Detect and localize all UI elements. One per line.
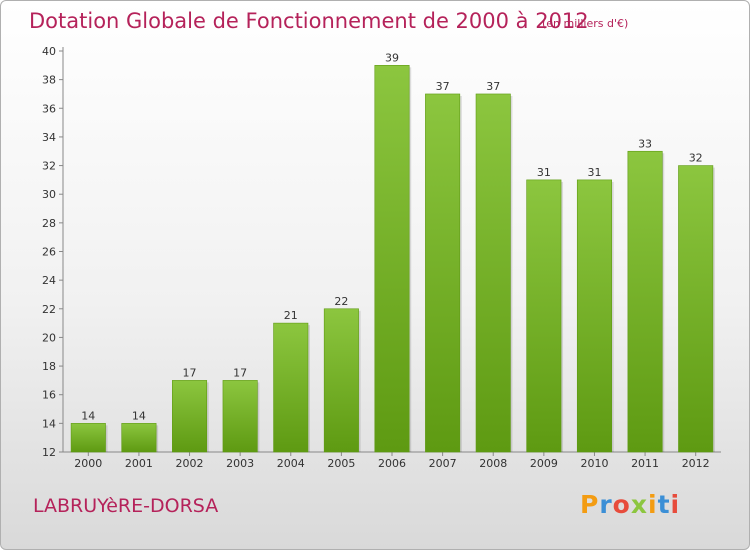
- y-tick-label: 36: [42, 102, 56, 115]
- value-label: 31: [587, 166, 601, 179]
- x-tick-label: 2005: [327, 457, 355, 470]
- logo-letter: i: [648, 490, 658, 519]
- logo-letter: x: [630, 490, 648, 519]
- y-tick-label: 32: [42, 160, 56, 173]
- logo-letter: P: [580, 490, 600, 519]
- bar-2010: [576, 179, 612, 453]
- bar-2008: [475, 93, 511, 453]
- value-label: 37: [436, 80, 450, 93]
- bar-2000: [70, 423, 106, 453]
- logo-letter: i: [670, 490, 681, 519]
- x-tick-label: 2012: [682, 457, 710, 470]
- value-label: 39: [385, 51, 399, 64]
- logo-letter: r: [599, 490, 613, 519]
- y-tick-label: 22: [42, 303, 56, 316]
- value-label: 14: [132, 409, 146, 422]
- chart-bars: [70, 65, 715, 453]
- y-tick-label: 16: [42, 389, 56, 402]
- bar-2012: [678, 165, 714, 453]
- x-tick-label: 2002: [176, 457, 204, 470]
- y-tick-label: 38: [42, 74, 56, 87]
- y-tick-label: 14: [42, 417, 56, 430]
- bar-2001: [121, 423, 157, 453]
- value-label: 17: [233, 366, 247, 379]
- x-tick-label: 2004: [277, 457, 305, 470]
- logo-letter: o: [612, 490, 631, 519]
- x-tick-label: 2009: [530, 457, 558, 470]
- value-label: 22: [334, 295, 348, 308]
- y-tick-label: 24: [42, 274, 56, 287]
- value-label: 21: [284, 309, 298, 322]
- x-tick-label: 2007: [429, 457, 457, 470]
- y-tick-label: 18: [42, 360, 56, 373]
- bar-2006: [374, 65, 410, 453]
- y-tick-label: 12: [42, 446, 56, 459]
- bar-2011: [627, 150, 663, 453]
- x-tick-label: 2001: [125, 457, 153, 470]
- value-label: 33: [638, 137, 652, 150]
- commune-name: LABRUYèRE-DORSA: [33, 495, 219, 517]
- value-label: 17: [183, 366, 197, 379]
- y-tick-label: 28: [42, 217, 56, 230]
- x-tick-label: 2008: [479, 457, 507, 470]
- value-label: 32: [689, 152, 703, 165]
- bar-2009: [526, 179, 562, 453]
- proxiti-logo: Proxiti: [580, 490, 680, 519]
- value-label: 14: [81, 409, 95, 422]
- x-tick-label: 2010: [580, 457, 608, 470]
- chart-labels: 14 2000 14 2001 17 2002 17 2003 21 2004 22 2005 39 20…: [74, 51, 709, 470]
- x-tick-label: 2000: [74, 457, 102, 470]
- bar-2005: [323, 308, 359, 453]
- x-tick-label: 2011: [631, 457, 659, 470]
- chart-axes: 12 14 16 18 20 22 24 26 28 30 32 34 36 38 40: [42, 45, 721, 459]
- chart-subtitle: (en milliers d'€): [542, 17, 629, 30]
- chart-title: Dotation Globale de Fonctionnement de 20…: [29, 9, 589, 33]
- bar-2007: [425, 93, 461, 453]
- bar-2002: [172, 380, 208, 453]
- x-tick-label: 2006: [378, 457, 406, 470]
- bar-2003: [222, 380, 258, 453]
- y-tick-label: 26: [42, 246, 56, 259]
- y-tick-label: 40: [42, 45, 56, 58]
- bar-2004: [273, 322, 309, 453]
- y-tick-label: 34: [42, 131, 56, 144]
- logo-letter: t: [657, 490, 671, 519]
- value-label: 31: [537, 166, 551, 179]
- value-label: 37: [486, 80, 500, 93]
- y-tick-label: 20: [42, 331, 56, 344]
- x-tick-label: 2003: [226, 457, 254, 470]
- y-tick-label: 30: [42, 188, 56, 201]
